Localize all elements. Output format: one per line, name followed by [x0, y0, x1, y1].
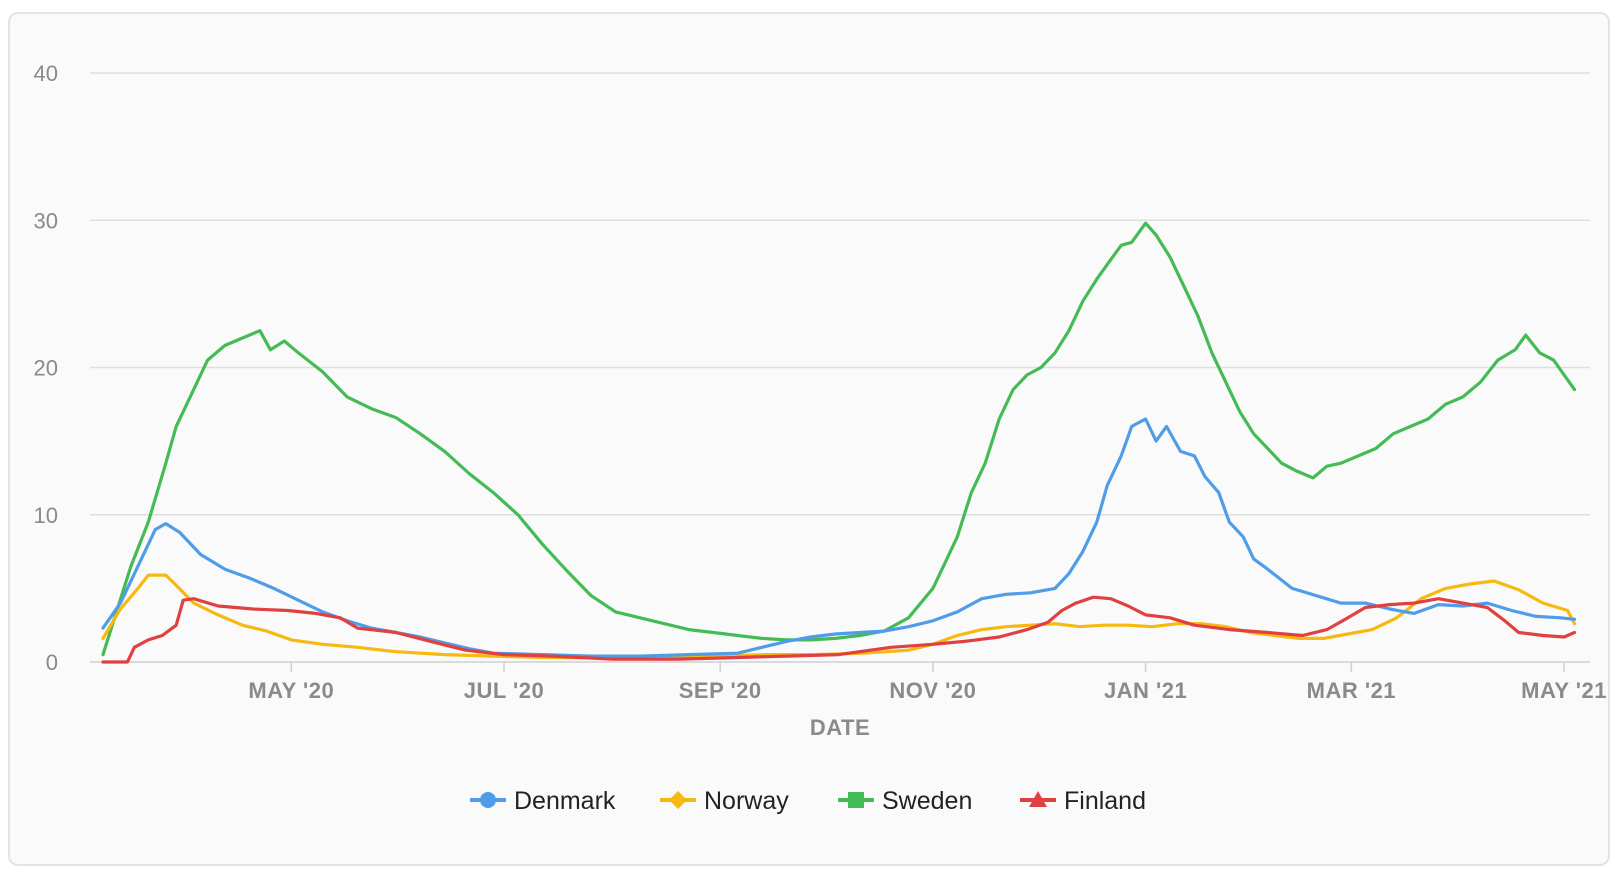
series-line-denmark — [101, 417, 1577, 658]
grid-lines — [90, 72, 1590, 663]
x-tick-label: MAY '20 — [248, 678, 334, 703]
y-tick-label: 30 — [34, 208, 58, 233]
x-axis-ticks: MAY '20 JUL '20 SEP '20 NOV '20 JAN '21 MAR '… — [248, 662, 1607, 703]
x-tick-label: MAR '21 — [1307, 678, 1396, 703]
circle-marker-icon — [480, 792, 496, 808]
x-tick-label: JUL '20 — [464, 678, 544, 703]
series-line-sweden — [101, 221, 1577, 657]
triangle-marker-icon — [1029, 791, 1047, 807]
legend-label: Denmark — [514, 787, 616, 815]
y-tick-label: 20 — [34, 356, 58, 381]
legend-item-sweden[interactable]: Sweden — [838, 787, 972, 815]
x-tick-label: MAY '21 — [1521, 678, 1607, 703]
legend-label: Norway — [704, 787, 789, 815]
series-line-norway — [101, 573, 1577, 660]
legend-item-norway[interactable]: Norway — [660, 787, 789, 815]
legend: Denmark Norway Sweden Finland — [470, 787, 1146, 815]
y-tick-label: 10 — [34, 503, 58, 528]
square-marker-icon — [848, 792, 864, 808]
y-tick-label: 40 — [34, 61, 58, 86]
series-line-finland — [101, 595, 1577, 664]
legend-label: Finland — [1064, 787, 1146, 815]
x-tick-label: NOV '20 — [889, 678, 976, 703]
diamond-marker-icon — [669, 791, 687, 809]
legend-item-finland[interactable]: Finland — [1020, 787, 1146, 815]
chart-card — [8, 12, 1610, 866]
x-tick-label: SEP '20 — [679, 678, 762, 703]
y-tick-label: 0 — [46, 650, 58, 675]
series-lines — [101, 221, 1577, 664]
legend-label: Sweden — [882, 787, 972, 815]
x-tick-label: JAN '21 — [1104, 678, 1187, 703]
x-axis-label: DATE — [810, 715, 870, 740]
y-axis-ticks: 0 10 20 30 40 — [34, 61, 58, 675]
legend-item-denmark[interactable]: Denmark — [470, 787, 616, 815]
